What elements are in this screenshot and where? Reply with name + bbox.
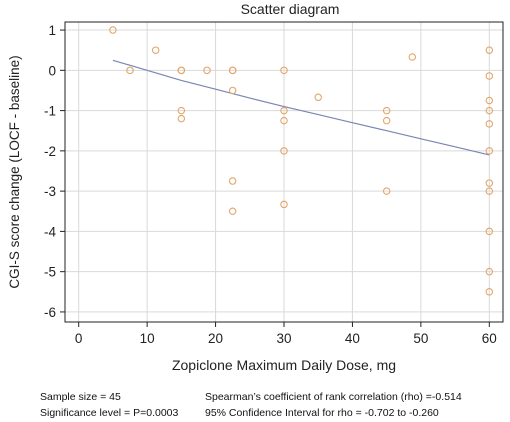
x-axis-ticks: 0 10 20 30 40 50 60 [75, 322, 497, 346]
plot-area-border [64, 21, 504, 323]
data-point [485, 179, 494, 187]
data-point [485, 187, 494, 195]
data-point [228, 66, 237, 75]
data-point [382, 106, 391, 115]
data-point [151, 46, 160, 54]
data-point [177, 66, 186, 75]
data-point [382, 187, 391, 195]
stat-significance: Significance level = P=0.0003 [40, 407, 179, 419]
data-point [485, 72, 494, 80]
data-point [382, 116, 391, 125]
y-tick-label: -1 [44, 104, 56, 119]
y-tick-label: -5 [44, 265, 56, 280]
data-point [280, 66, 288, 75]
x-tick-label: 40 [345, 331, 360, 346]
data-point [126, 66, 134, 75]
data-point [314, 93, 322, 102]
data-point [228, 86, 237, 95]
x-tick-label: 10 [140, 331, 155, 346]
data-point [485, 227, 494, 236]
y-tick-label: -6 [44, 305, 56, 320]
data-point [177, 114, 186, 123]
data-point [228, 207, 237, 216]
data-points [109, 26, 494, 296]
scatter-chart: Scatter diagram 0 10 20 30 40 50 60 10-1-2-3-4… [7, 1, 504, 373]
x-tick-label: 30 [276, 331, 291, 346]
stat-sample-size: Sample size = 45 [40, 391, 121, 403]
data-point [485, 46, 494, 54]
regression-line [112, 59, 490, 156]
y-tick-label: 0 [48, 63, 56, 78]
data-point [485, 96, 494, 105]
y-tick-label: -3 [44, 184, 56, 199]
x-tick-label: 20 [208, 331, 223, 346]
data-point [177, 106, 186, 115]
grid [65, 22, 503, 322]
y-axis-ticks: 1 0 -1 -2 -3 -4 -5 -6 [44, 23, 65, 320]
x-axis-label: Zopiclone Maximum Daily Dose, mg [172, 357, 396, 373]
data-point [485, 267, 494, 276]
x-tick-label: 0 [75, 331, 83, 346]
data-point [280, 200, 288, 209]
data-point [485, 288, 494, 296]
y-tick-label: 1 [48, 23, 56, 38]
x-tick-label: 50 [413, 331, 428, 346]
data-point [408, 53, 417, 61]
data-point [203, 66, 211, 75]
data-point [280, 147, 288, 155]
data-point [280, 106, 288, 115]
data-point [485, 106, 494, 115]
data-point [109, 26, 117, 34]
chart-title: Scatter diagram [241, 1, 340, 17]
data-point [280, 116, 288, 125]
y-tick-label: -4 [44, 224, 56, 239]
y-tick-label: -2 [44, 144, 56, 159]
data-point [485, 147, 494, 155]
y-axis-label: CGI-S score change (LOCF - baseline) [7, 55, 22, 288]
data-point [228, 177, 237, 185]
stat-confidence-interval: 95% Confidence Interval for rho = -0.702… [205, 407, 439, 419]
x-tick-label: 60 [482, 331, 497, 346]
data-point [485, 120, 494, 128]
stat-spearman: Spearman’s coefficient of rank correlati… [205, 391, 462, 403]
